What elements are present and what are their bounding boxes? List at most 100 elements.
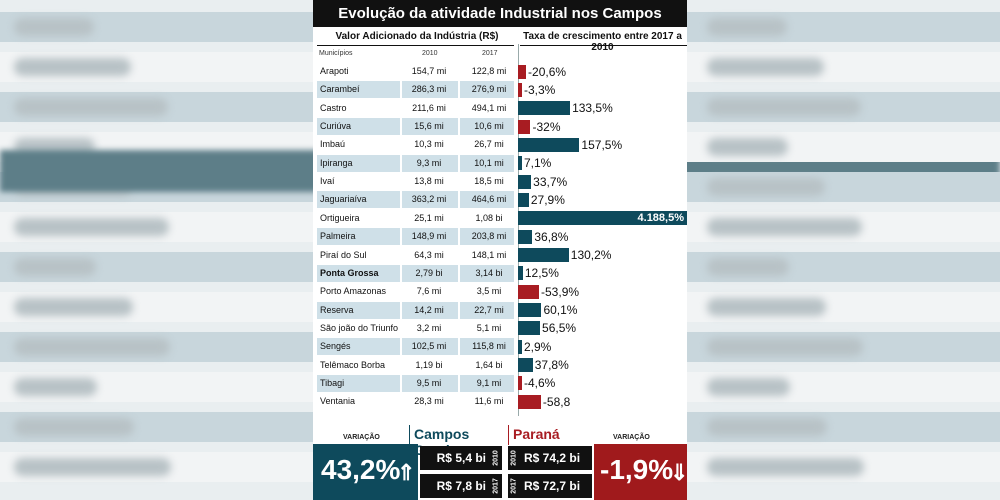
background-row	[0, 412, 313, 442]
bar	[518, 137, 580, 152]
cell-separator	[400, 393, 402, 411]
parana-variation-value: -1,9%	[600, 454, 674, 485]
background-blur	[707, 98, 861, 116]
background-blur	[14, 338, 170, 356]
value-2017: 203,8 mi	[471, 231, 507, 242]
bar	[518, 321, 541, 336]
chart-title: Evolução da atividade Industrial nos Cam…	[313, 0, 687, 49]
campos-gerais-value-2010: R$ 5,4 bi	[420, 446, 490, 470]
up-arrow-icon: ⇑	[397, 460, 416, 485]
campos-gerais-value-2017: R$ 7,8 bi	[420, 474, 490, 498]
municipality-name: Curiúva	[320, 121, 352, 132]
background-blur	[14, 58, 131, 76]
background-blur	[707, 338, 863, 356]
campos-gerais-year-2017: 2017	[490, 474, 502, 498]
cell-separator	[458, 118, 460, 136]
cell-separator	[458, 374, 460, 392]
bar-value-label: 60,1%	[543, 303, 578, 318]
background-row	[687, 292, 1000, 322]
cell-separator	[400, 99, 402, 117]
table-row: São joão do Triunfo 3,2 mi 5,1 mi	[317, 319, 514, 337]
table-row: Ivaí 13,8 mi 18,5 mi	[317, 173, 514, 191]
parana-year-2017: 2017	[508, 474, 520, 498]
municipality-name: Reserva	[320, 304, 354, 315]
down-arrow-icon: ⇓	[670, 460, 687, 485]
bar	[518, 156, 522, 171]
background-blur	[707, 18, 787, 36]
cell-separator	[458, 393, 460, 411]
value-2017: 115,8 mi	[472, 341, 506, 352]
background-row	[687, 212, 1000, 242]
value-2017: 10,1 mi	[474, 157, 504, 168]
cell-separator	[458, 81, 460, 99]
background-blur	[707, 298, 826, 316]
cell-separator	[458, 319, 460, 337]
cell-separator	[400, 118, 402, 136]
municipality-name: Jaguariaíva	[320, 194, 367, 205]
table-row: Ortigueira 25,1 mi 1,08 bi	[317, 209, 514, 227]
background-blur	[707, 218, 862, 236]
background-blur	[707, 178, 825, 196]
chart-header-rule	[520, 45, 687, 46]
background-blur	[14, 298, 133, 316]
cell-separator	[400, 173, 402, 191]
bar-value-label: 27,9%	[530, 192, 565, 207]
background-blur	[707, 458, 864, 476]
bar	[518, 119, 531, 134]
parana-year-2010: 2010	[508, 446, 520, 470]
background-row	[687, 132, 1000, 162]
background-blur	[707, 378, 790, 396]
parana-variation-box: -1,9% ⇓	[594, 444, 687, 500]
bar	[518, 192, 529, 207]
campos-gerais-variation-value: 43,2%	[321, 454, 401, 485]
background-blur	[14, 218, 169, 236]
bar-value-label: 157,5%	[581, 137, 623, 152]
value-2010: 102,5 mi	[411, 341, 447, 352]
bar-value-label: 130,2%	[570, 248, 612, 262]
background-blur	[14, 418, 134, 436]
background-blur	[707, 418, 827, 436]
value-2017: 464,6 mi	[471, 194, 507, 205]
bar	[518, 376, 522, 391]
column-header-2010: 2010	[422, 50, 438, 57]
value-2010: 10,3 mi	[414, 139, 444, 150]
background-blur	[707, 58, 824, 76]
background-row	[0, 452, 313, 482]
value-2017: 3,5 mi	[476, 286, 502, 297]
table-row: Castro 211,6 mi 494,1 mi	[317, 99, 514, 117]
cell-separator	[400, 63, 402, 80]
cell-separator	[458, 154, 460, 172]
bar	[518, 284, 540, 299]
bar	[518, 266, 523, 281]
value-2010: 25,1 mi	[414, 212, 444, 223]
table-row: Jaguariaíva 363,2 mi 464,6 mi	[317, 191, 514, 209]
cell-separator	[458, 191, 460, 209]
bar	[518, 229, 533, 244]
municipality-name: Ivaí	[320, 176, 335, 187]
value-2017: 5,1 mi	[476, 322, 502, 333]
municipality-name: Ventania	[320, 396, 356, 407]
background-row	[687, 412, 1000, 442]
value-2010: 13,8 mi	[414, 176, 444, 187]
cell-separator	[400, 209, 402, 227]
background-row	[687, 12, 1000, 42]
campos-gerais-divider	[409, 425, 410, 445]
value-2010: 1,19 bi	[415, 359, 443, 370]
cell-separator	[458, 283, 460, 301]
background-row	[0, 92, 313, 122]
background-row	[687, 452, 1000, 482]
background-row	[0, 292, 313, 322]
value-2010: 2,79 bi	[415, 267, 443, 278]
bar-value-label: 133,5%	[572, 101, 613, 116]
bar-value-label: 2,9%	[524, 339, 552, 354]
cell-separator	[458, 338, 460, 356]
background-row	[0, 332, 313, 362]
value-2017: 10,6 mi	[474, 121, 504, 132]
table-row: Sengés 102,5 mi 115,8 mi	[317, 338, 514, 356]
table-row: Tibagi 9,5 mi 9,1 mi	[317, 374, 514, 392]
cell-separator	[400, 356, 402, 374]
background-blur	[14, 18, 94, 36]
parana-variation-label: VARIAÇÃO	[613, 434, 650, 441]
background-row	[687, 52, 1000, 82]
cell-separator	[400, 338, 402, 356]
